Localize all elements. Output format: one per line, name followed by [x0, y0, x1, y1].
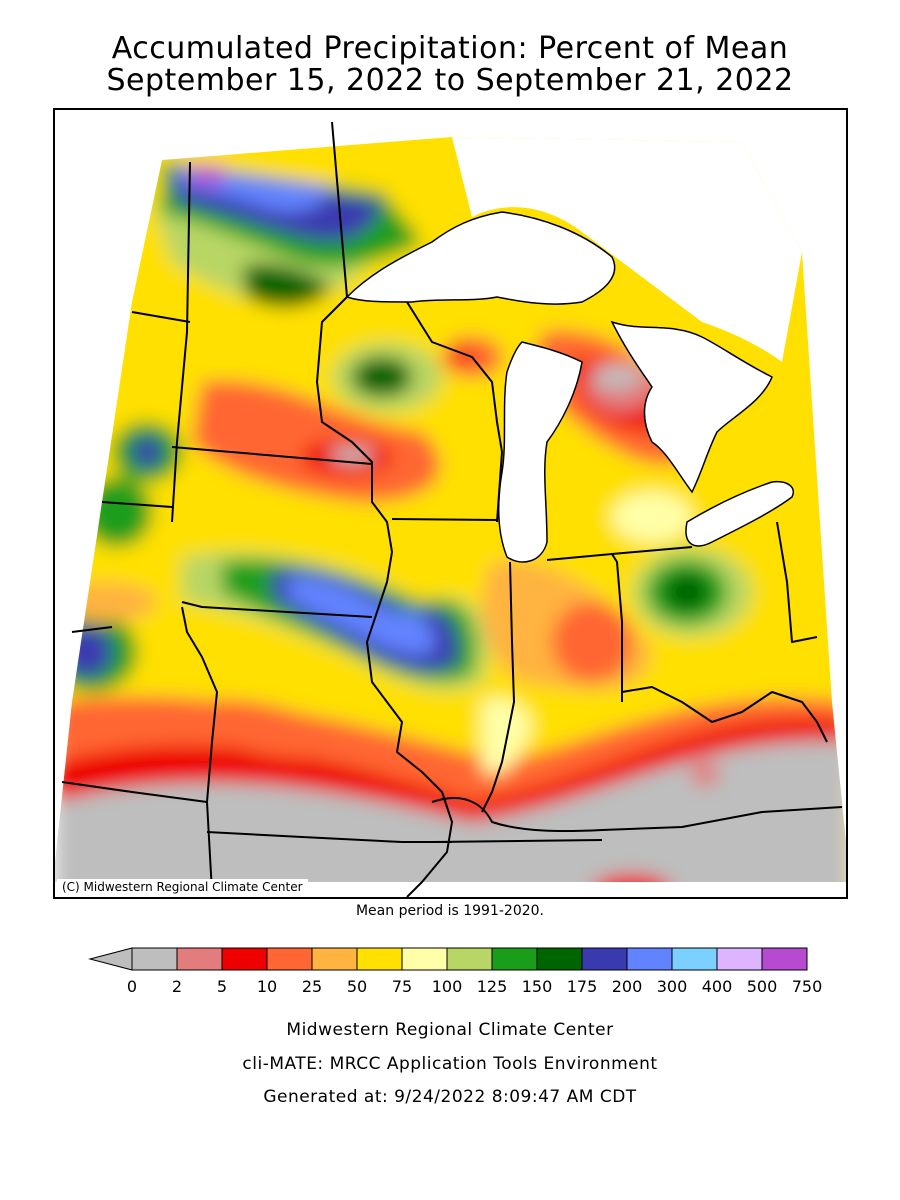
legend-label: 400 [702, 977, 733, 996]
mean-period-note: Mean period is 1991-2020. [355, 903, 545, 919]
legend-label: 10 [257, 977, 277, 996]
legend-swatch [131, 947, 178, 971]
legend-label: 175 [567, 977, 598, 996]
legend-label: 200 [612, 977, 643, 996]
legend-label: 100 [432, 977, 463, 996]
legend-swatch [176, 947, 223, 971]
legend-swatch [761, 947, 808, 971]
legend-swatch [266, 947, 313, 971]
legend-label: 750 [792, 977, 823, 996]
legend-swatch [626, 947, 673, 971]
lake-erie [685, 480, 794, 547]
footer-generated-time: Generated at: 9/24/2022 8:09:47 AM CDT [263, 1087, 637, 1107]
legend-swatch [356, 947, 403, 971]
legend-swatch [446, 947, 493, 971]
legend-labels: 0 2 5 10 25 50 75 100 125 150 175 200 300 400 500 750 [127, 977, 822, 996]
state-borders [61, 121, 843, 897]
legend-swatch [716, 947, 763, 971]
lake-michigan [497, 341, 583, 563]
legend-label: 500 [747, 977, 778, 996]
legend-swatch [536, 947, 583, 971]
color-legend: 0 2 5 10 25 50 75 100 125 150 175 200 300 400 500 750 [88, 947, 822, 996]
map-canvas [55, 121, 846, 897]
legend-label: 0 [127, 977, 137, 996]
footer-organization: Midwestern Regional Climate Center [286, 1020, 614, 1040]
copyright-label: (C) Midwestern Regional Climate Center [57, 879, 308, 895]
legend-label: 2 [172, 977, 182, 996]
legend-swatch [491, 947, 538, 971]
legend-label: 75 [392, 977, 412, 996]
legend-label: 300 [657, 977, 688, 996]
legend-arrow [88, 947, 133, 971]
legend-swatch [401, 947, 448, 971]
legend-swatches [88, 947, 808, 971]
lake-superior [345, 211, 616, 305]
great-lakes [345, 137, 802, 563]
legend-label: 150 [522, 977, 553, 996]
legend-swatch [221, 947, 268, 971]
footer-tool-name: cli-MATE: MRCC Application Tools Environ… [242, 1054, 658, 1074]
ontario-land [452, 137, 802, 362]
legend-swatch [671, 947, 718, 971]
legend-label: 5 [217, 977, 227, 996]
legend-label: 125 [477, 977, 508, 996]
legend-swatch [311, 947, 358, 971]
precipitation-map: (C) Midwestern Regional Climate Center [53, 108, 848, 899]
legend-label: 25 [302, 977, 322, 996]
map-title-line2: September 15, 2022 to September 21, 2022 [106, 63, 794, 98]
map-title-line1: Accumulated Precipitation: Percent of Me… [111, 31, 789, 66]
legend-label: 50 [347, 977, 367, 996]
legend-swatch [581, 947, 628, 971]
lake-huron [610, 320, 773, 494]
